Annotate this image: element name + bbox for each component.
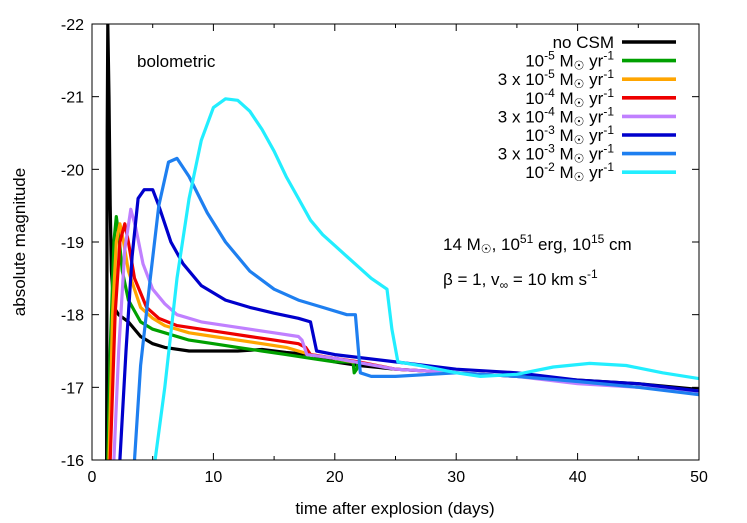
legend-unit-exponent: -1 [603,86,614,100]
legend-unit-exponent: -1 [603,142,614,156]
legend-mass: M [555,89,574,108]
legend-unit-exponent: -1 [603,104,614,118]
series-lines [105,24,699,460]
legend-label-5: 10-3 M☉ yr-1 [525,123,614,147]
legend-unit: yr [584,70,603,89]
legend-unit: yr [584,145,603,164]
legend-mass: M [555,52,574,71]
legend-label-4: 3 x 10-4 M☉ yr-1 [498,104,615,128]
x-tick-label: 0 [88,469,97,486]
legend-sun: ☉ [574,133,585,147]
legend-base: 3 x 10 [498,107,544,126]
x-tick-label: 20 [326,469,344,486]
sun-symbol: ☉ [481,242,492,256]
legend-label-0: no CSM [553,33,614,52]
series-line-6 [132,156,699,460]
params-annotation-line2: β = 1, v∞ = 10 km s-1 [443,267,598,292]
legend-unit-exponent: -1 [603,123,614,137]
vinf-subscript: ∞ [500,278,509,292]
legend-mass: M [555,70,574,89]
legend-exponent: -2 [544,160,555,174]
legend-unit-exponent: -1 [603,67,614,81]
y-tick-label: -22 [61,17,84,34]
band-annotation: bolometric [137,52,216,71]
legend-exponent: -3 [544,123,555,137]
legend-label-2: 3 x 10-5 M☉ yr-1 [498,67,615,91]
legend-exponent: -4 [544,104,555,118]
x-tick-label: 50 [690,469,708,486]
legend-exponent: -4 [544,86,555,100]
legend-exponent: -5 [544,49,555,63]
vinf-value: = 10 km s [508,270,587,289]
params-annotation-line1: 14 M☉, 1051 erg, 1015 cm [443,232,632,256]
legend-base: 10 [525,163,544,182]
legend-base: 3 x 10 [498,70,544,89]
energy-exponent: 51 [520,232,534,246]
mass-text: 14 M [443,235,481,254]
legend-sun: ☉ [574,96,585,110]
legend-exponent: -5 [544,67,555,81]
legend-mass: M [555,145,574,164]
legend-sun: ☉ [574,152,585,166]
y-tick-label: -17 [61,380,84,397]
energy-text: , 10 [492,235,520,254]
legend-unit: yr [584,52,603,71]
y-tick-label: -21 [61,90,84,107]
legend-mass: M [555,163,574,182]
radius-exponent: 15 [591,232,605,246]
x-tick-label: 10 [205,469,223,486]
legend-unit-exponent: -1 [603,160,614,174]
series-line-7 [153,97,699,460]
legend-label-3: 10-4 M☉ yr-1 [525,86,614,110]
legend-base: 10 [525,126,544,145]
legend-unit: yr [584,163,603,182]
series-line-5 [118,188,699,460]
plot-background [92,24,699,460]
legend-sun: ☉ [574,77,585,91]
x-tick-label: 40 [569,469,587,486]
legend-sun: ☉ [574,170,585,184]
legend-unit: yr [584,107,603,126]
legend-base: 10 [525,89,544,108]
legend-label-7: 10-2 M☉ yr-1 [525,160,614,184]
legend-unit: yr [584,89,603,108]
beta-text: β = 1, v [443,270,500,289]
legend-exponent: -3 [544,142,555,156]
legend-label-1: 10-5 M☉ yr-1 [525,49,614,73]
series-line-2 [107,222,355,460]
x-axis-title: time after explosion (days) [295,499,494,518]
x-tick-label: 30 [447,469,465,486]
legend-base: 3 x 10 [498,145,544,164]
plot-frame [91,23,700,461]
legend-unit-exponent: -1 [603,49,614,63]
energy-unit: erg, 10 [533,235,591,254]
legend-base: 10 [525,52,544,71]
radius-unit: cm [604,235,631,254]
y-tick-label: -18 [61,308,84,325]
legend-unit: yr [584,126,603,145]
legend-mass: M [555,126,574,145]
y-tick-label: -19 [61,235,84,252]
legend-sun: ☉ [574,114,585,128]
legend-mass: M [555,107,574,126]
y-axis-title: absolute magnitude [10,168,29,316]
legend-sun: ☉ [574,59,585,73]
vinf-exponent: -1 [587,267,598,281]
legend-label-6: 3 x 10-3 M☉ yr-1 [498,142,615,166]
y-tick-label: -16 [61,453,84,470]
y-tick-label: -20 [61,162,84,179]
